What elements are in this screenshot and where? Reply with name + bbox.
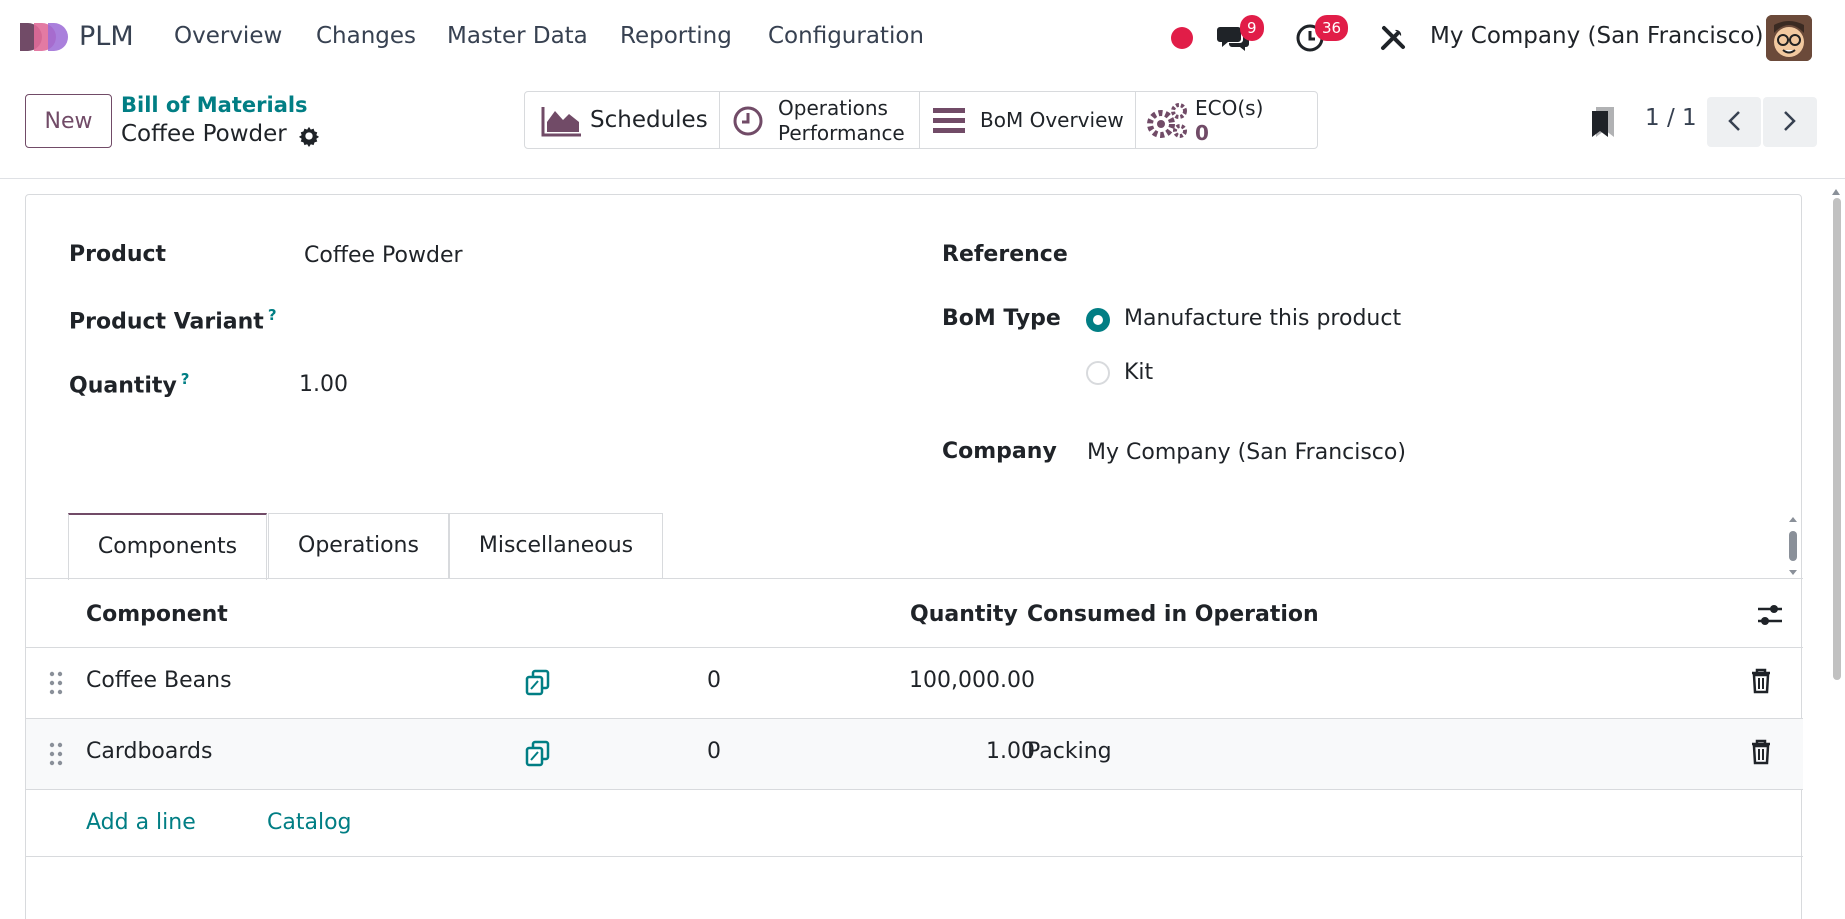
plm-app-logo[interactable]: [18, 21, 68, 53]
chevron-left-icon: [1728, 110, 1740, 131]
menu-configuration[interactable]: Configuration: [768, 23, 924, 49]
tools-icon[interactable]: [1379, 24, 1407, 56]
company-label: Company: [942, 439, 1057, 464]
trash-icon[interactable]: [1749, 739, 1773, 765]
tab-operations[interactable]: Operations: [268, 513, 449, 579]
tab-components[interactable]: Components: [68, 513, 267, 580]
user-avatar[interactable]: [1766, 15, 1812, 61]
add-line-row: Add a line Catalog: [26, 789, 1803, 857]
reference-field[interactable]: [1087, 243, 1687, 271]
availability-count-cell: 0: [707, 668, 721, 693]
chevron-right-icon: [1784, 110, 1796, 131]
bom-overview-smart-button[interactable]: BoM Overview: [920, 92, 1136, 148]
product-copy-icon[interactable]: [524, 739, 552, 767]
bom-overview-label: BoM Overview: [980, 108, 1124, 132]
product-variant-help-icon[interactable]: ?: [267, 306, 277, 324]
recording-indicator-icon[interactable]: [1171, 27, 1193, 49]
drag-handle-icon[interactable]: [48, 741, 64, 767]
company-switcher[interactable]: My Company (San Francisco): [1430, 23, 1764, 49]
scroll-up-arrow-icon[interactable]: [1831, 187, 1841, 197]
record-title: Coffee Powder: [121, 121, 287, 147]
eco-label: ECO(s): [1195, 96, 1264, 120]
new-button[interactable]: New: [25, 94, 112, 148]
bars-icon: [933, 108, 965, 133]
bom-type-manufacture-label[interactable]: Manufacture this product: [1124, 306, 1402, 331]
eco-smart-button[interactable]: ECO(s) 0: [1136, 92, 1317, 148]
area-chart-icon: [541, 107, 581, 137]
page-scrollbar[interactable]: [1831, 182, 1841, 919]
bom-type-kit-radio[interactable]: [1086, 361, 1110, 385]
trash-icon[interactable]: [1749, 668, 1773, 694]
quantity-field[interactable]: 1.00: [299, 372, 348, 397]
clock-icon: [733, 106, 763, 136]
product-variant-label: Product Variant?: [69, 306, 277, 334]
product-copy-icon[interactable]: [524, 668, 552, 696]
catalog-link[interactable]: Catalog: [267, 810, 352, 835]
eco-count: 0: [1195, 121, 1209, 145]
menu-overview[interactable]: Overview: [174, 23, 283, 49]
inner-scrollbar[interactable]: [1788, 516, 1798, 576]
quantity-label-text: Quantity: [69, 373, 177, 399]
product-field[interactable]: Coffee Powder: [304, 243, 463, 268]
pager-previous-button[interactable]: [1707, 97, 1761, 147]
menu-reporting[interactable]: Reporting: [620, 23, 732, 49]
bookmark-icon[interactable]: [1590, 105, 1616, 139]
quantity-help-icon[interactable]: ?: [180, 370, 190, 388]
activities-badge: 36: [1315, 15, 1349, 41]
company-field[interactable]: My Company (San Francisco): [1087, 440, 1406, 465]
column-header-component[interactable]: Component: [86, 602, 228, 627]
top-navbar: PLM Overview Changes Master Data Reporti…: [0, 0, 1845, 75]
menu-changes[interactable]: Changes: [316, 23, 417, 49]
pager-next-button[interactable]: [1763, 97, 1817, 147]
menu-master-data[interactable]: Master Data: [447, 23, 588, 49]
table-row[interactable]: Cardboards 0 1.00 Packing: [26, 718, 1803, 789]
form-sheet: Product Coffee Powder Product Variant? Q…: [25, 194, 1803, 919]
reference-label: Reference: [942, 242, 1068, 267]
record-actions-gear-icon[interactable]: [298, 125, 320, 147]
page-scrollbar-thumb[interactable]: [1833, 198, 1841, 680]
component-cell[interactable]: Cardboards: [86, 739, 213, 764]
schedules-label: Schedules: [590, 107, 708, 133]
operations-performance-line1: Operations: [778, 96, 888, 120]
messages-badge: 9: [1240, 15, 1264, 41]
column-header-quantity[interactable]: Quantity: [910, 602, 1018, 627]
quantity-cell[interactable]: 1.00: [986, 739, 1035, 764]
product-variant-label-text: Product Variant: [69, 309, 264, 335]
availability-count-cell: 0: [707, 739, 721, 764]
control-panel: New Bill of Materials Coffee Powder Sche…: [0, 75, 1845, 179]
drag-handle-icon[interactable]: [48, 670, 64, 696]
app-name[interactable]: PLM: [79, 21, 134, 52]
product-label: Product: [69, 242, 167, 267]
bom-type-manufacture-radio[interactable]: [1086, 308, 1110, 332]
breadcrumb-bill-of-materials[interactable]: Bill of Materials: [121, 93, 308, 117]
quantity-cell[interactable]: 100,000.00: [909, 668, 1035, 693]
quantity-label: Quantity?: [69, 370, 190, 398]
cogs-icon: [1147, 103, 1187, 138]
tabs-divider: [26, 578, 1803, 579]
product-variant-field[interactable]: [304, 307, 804, 335]
add-a-line-link[interactable]: Add a line: [86, 810, 196, 835]
table-row[interactable]: Coffee Beans 0 100,000.00: [26, 647, 1803, 718]
component-cell[interactable]: Coffee Beans: [86, 668, 232, 693]
column-header-consumed-in-operation[interactable]: Consumed in Operation: [1027, 602, 1319, 627]
pager-value[interactable]: 1 / 1: [1645, 105, 1697, 131]
schedules-smart-button[interactable]: Schedules: [525, 92, 720, 148]
tab-miscellaneous[interactable]: Miscellaneous: [449, 513, 663, 579]
smart-buttons-bar: Schedules Operations Performance BoM Ove…: [524, 91, 1318, 149]
operation-cell[interactable]: Packing: [1027, 739, 1112, 764]
operations-performance-line2: Performance: [778, 121, 905, 145]
bom-type-kit-label[interactable]: Kit: [1124, 360, 1154, 385]
optional-columns-sliders-icon[interactable]: [1756, 602, 1784, 628]
bom-type-label: BoM Type: [942, 306, 1061, 331]
operations-performance-smart-button[interactable]: Operations Performance: [720, 92, 920, 148]
